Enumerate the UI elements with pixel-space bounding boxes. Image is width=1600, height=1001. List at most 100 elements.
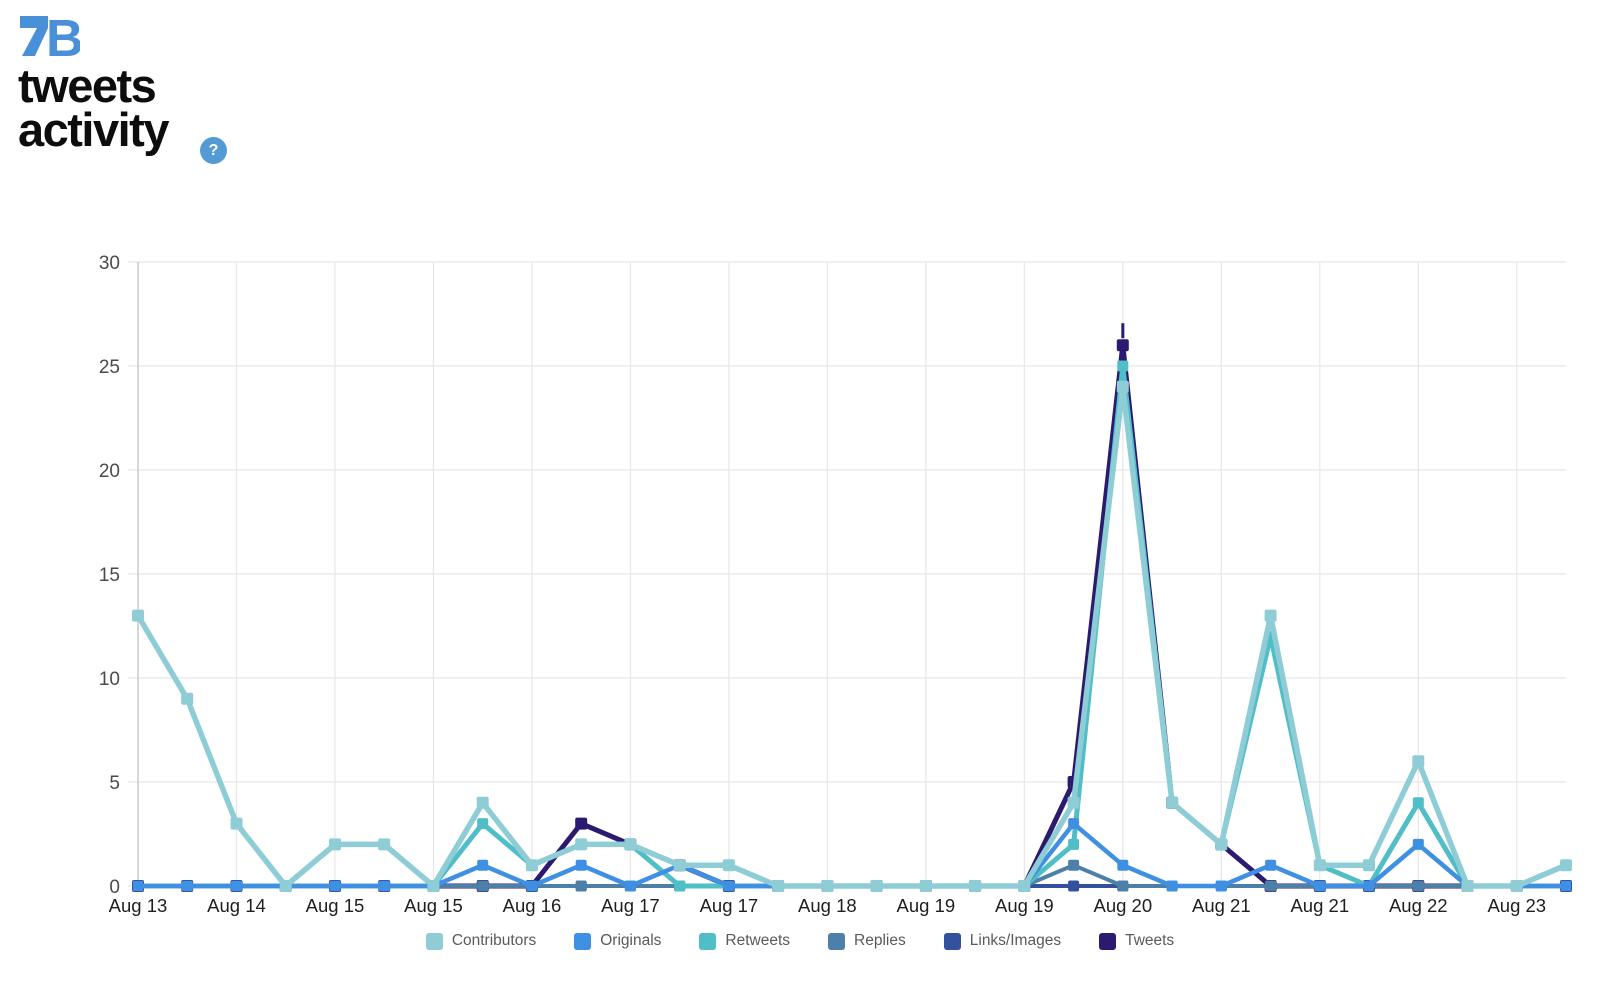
series-line-contributors bbox=[135, 384, 1569, 889]
data-point-marker-originals[interactable] bbox=[231, 880, 242, 892]
legend-item-links-images[interactable]: Links/Images bbox=[943, 932, 1062, 950]
data-point-marker-originals[interactable] bbox=[1363, 880, 1375, 892]
data-point-marker-replies[interactable] bbox=[1412, 880, 1424, 892]
data-point-marker-contributors[interactable] bbox=[1018, 880, 1031, 892]
data-point-marker-contributors[interactable] bbox=[1166, 796, 1179, 809]
legend-label: Contributors bbox=[451, 932, 537, 949]
legend-swatch-icon bbox=[828, 932, 846, 950]
data-point-marker-contributors[interactable] bbox=[378, 838, 391, 851]
series-line-replies bbox=[136, 863, 1568, 888]
data-point-marker-originals[interactable] bbox=[1117, 859, 1129, 871]
brand-header: B tweets activity bbox=[18, 10, 169, 153]
data-point-marker-contributors[interactable] bbox=[821, 880, 834, 892]
y-tick-label: 25 bbox=[99, 357, 120, 378]
data-point-marker-retweets[interactable] bbox=[477, 818, 489, 830]
legend-swatch-icon bbox=[425, 932, 443, 950]
data-point-marker-contributors[interactable] bbox=[1412, 755, 1425, 768]
data-point-marker-tweets[interactable] bbox=[1116, 339, 1129, 352]
data-point-marker-contributors[interactable] bbox=[476, 796, 489, 809]
x-axis-label: Aug 23 bbox=[1487, 895, 1546, 916]
data-point-marker-contributors[interactable] bbox=[132, 609, 144, 622]
data-point-marker-replies[interactable] bbox=[477, 880, 489, 892]
data-point-marker-originals[interactable] bbox=[1412, 838, 1424, 850]
data-point-marker-originals[interactable] bbox=[1314, 880, 1326, 892]
data-point-marker-retweets[interactable] bbox=[1412, 797, 1424, 809]
page-title-line1: tweets bbox=[18, 59, 157, 112]
data-point-marker-contributors[interactable] bbox=[1215, 838, 1228, 851]
data-point-marker-contributors[interactable] bbox=[1116, 380, 1129, 393]
data-point-marker-contributors[interactable] bbox=[624, 838, 637, 851]
data-point-marker-replies[interactable] bbox=[1117, 880, 1129, 892]
data-point-marker-contributors[interactable] bbox=[722, 859, 735, 872]
data-point-marker-originals[interactable] bbox=[575, 859, 587, 871]
data-point-marker-retweets[interactable] bbox=[1068, 838, 1080, 850]
legend-swatch-icon bbox=[699, 932, 717, 950]
data-point-marker-contributors[interactable] bbox=[1560, 859, 1572, 872]
data-point-marker-originals[interactable] bbox=[378, 880, 390, 892]
data-point-marker-retweets[interactable] bbox=[674, 880, 686, 892]
data-point-marker-originals[interactable] bbox=[1265, 859, 1277, 871]
legend-item-tweets[interactable]: Tweets bbox=[1099, 932, 1174, 950]
x-axis-label: Aug 19 bbox=[995, 895, 1054, 916]
data-point-marker-contributors[interactable] bbox=[1313, 859, 1326, 872]
y-tick-label: 30 bbox=[99, 253, 120, 274]
data-point-marker-originals[interactable] bbox=[1068, 818, 1080, 830]
logo-t-glyph bbox=[20, 16, 48, 56]
data-point-marker-originals[interactable] bbox=[624, 880, 636, 892]
data-point-marker-contributors[interactable] bbox=[673, 859, 686, 872]
x-axis-label: Aug 17 bbox=[700, 895, 759, 916]
data-point-marker-contributors[interactable] bbox=[230, 817, 243, 830]
data-point-marker-contributors[interactable] bbox=[1067, 796, 1080, 809]
data-point-marker-originals[interactable] bbox=[723, 880, 735, 892]
data-point-marker-retweets[interactable] bbox=[1117, 360, 1129, 372]
data-point-marker-contributors[interactable] bbox=[1461, 880, 1474, 892]
data-point-marker-contributors[interactable] bbox=[772, 880, 785, 892]
chart-legend: Contributors Originals Retweets Replies Link… bbox=[0, 932, 1600, 950]
x-axis-label: Aug 22 bbox=[1389, 895, 1448, 916]
data-point-marker-originals[interactable] bbox=[329, 880, 341, 892]
legend-label: Links/Images bbox=[969, 932, 1062, 949]
data-point-marker-tweets[interactable] bbox=[575, 817, 588, 830]
x-axis-label: Aug 13 bbox=[109, 895, 168, 916]
data-point-marker-originals[interactable] bbox=[181, 880, 193, 892]
legend-item-contributors[interactable]: Contributors bbox=[425, 932, 537, 950]
help-icon[interactable]: ? bbox=[200, 137, 227, 164]
x-axis-label: Aug 19 bbox=[897, 895, 956, 916]
legend-label: Replies bbox=[854, 932, 906, 949]
data-point-marker-originals[interactable] bbox=[526, 880, 538, 892]
data-point-marker-originals[interactable] bbox=[1166, 880, 1178, 892]
data-point-marker-replies[interactable] bbox=[1068, 859, 1080, 871]
data-point-marker-contributors[interactable] bbox=[181, 692, 194, 705]
y-tick-label: 10 bbox=[99, 669, 120, 690]
legend-swatch-icon bbox=[574, 932, 592, 950]
data-point-marker-contributors[interactable] bbox=[969, 880, 982, 892]
data-point-marker-contributors[interactable] bbox=[919, 880, 932, 892]
legend-item-originals[interactable]: Originals bbox=[574, 932, 661, 950]
x-axis-label: Aug 18 bbox=[798, 895, 857, 916]
legend-label: Originals bbox=[600, 932, 662, 949]
legend-swatch-icon bbox=[943, 932, 961, 950]
series-line-tweets bbox=[135, 342, 1569, 889]
legend-label: Retweets bbox=[725, 932, 791, 949]
data-point-marker-contributors[interactable] bbox=[870, 880, 883, 892]
data-point-marker-contributors[interactable] bbox=[1510, 880, 1523, 892]
data-point-marker-replies[interactable] bbox=[575, 880, 587, 892]
data-point-marker-contributors[interactable] bbox=[1363, 859, 1375, 872]
data-point-marker-contributors[interactable] bbox=[279, 880, 292, 892]
data-point-marker-contributors[interactable] bbox=[329, 838, 341, 851]
data-point-marker-contributors[interactable] bbox=[1264, 609, 1277, 622]
x-axis-label: Aug 21 bbox=[1192, 895, 1251, 916]
data-point-marker-originals[interactable] bbox=[1215, 880, 1227, 892]
data-point-marker-originals[interactable] bbox=[1560, 880, 1572, 892]
data-point-marker-replies[interactable] bbox=[1265, 880, 1277, 892]
legend-item-retweets[interactable]: Retweets bbox=[699, 932, 790, 950]
data-point-marker-links-images[interactable] bbox=[1068, 880, 1080, 892]
data-point-marker-originals[interactable] bbox=[477, 859, 489, 871]
data-point-marker-contributors[interactable] bbox=[575, 838, 588, 851]
data-point-marker-contributors[interactable] bbox=[525, 859, 538, 872]
legend-item-replies[interactable]: Replies bbox=[828, 932, 906, 950]
data-point-marker-originals[interactable] bbox=[132, 880, 144, 892]
data-point-marker-contributors[interactable] bbox=[427, 880, 440, 892]
